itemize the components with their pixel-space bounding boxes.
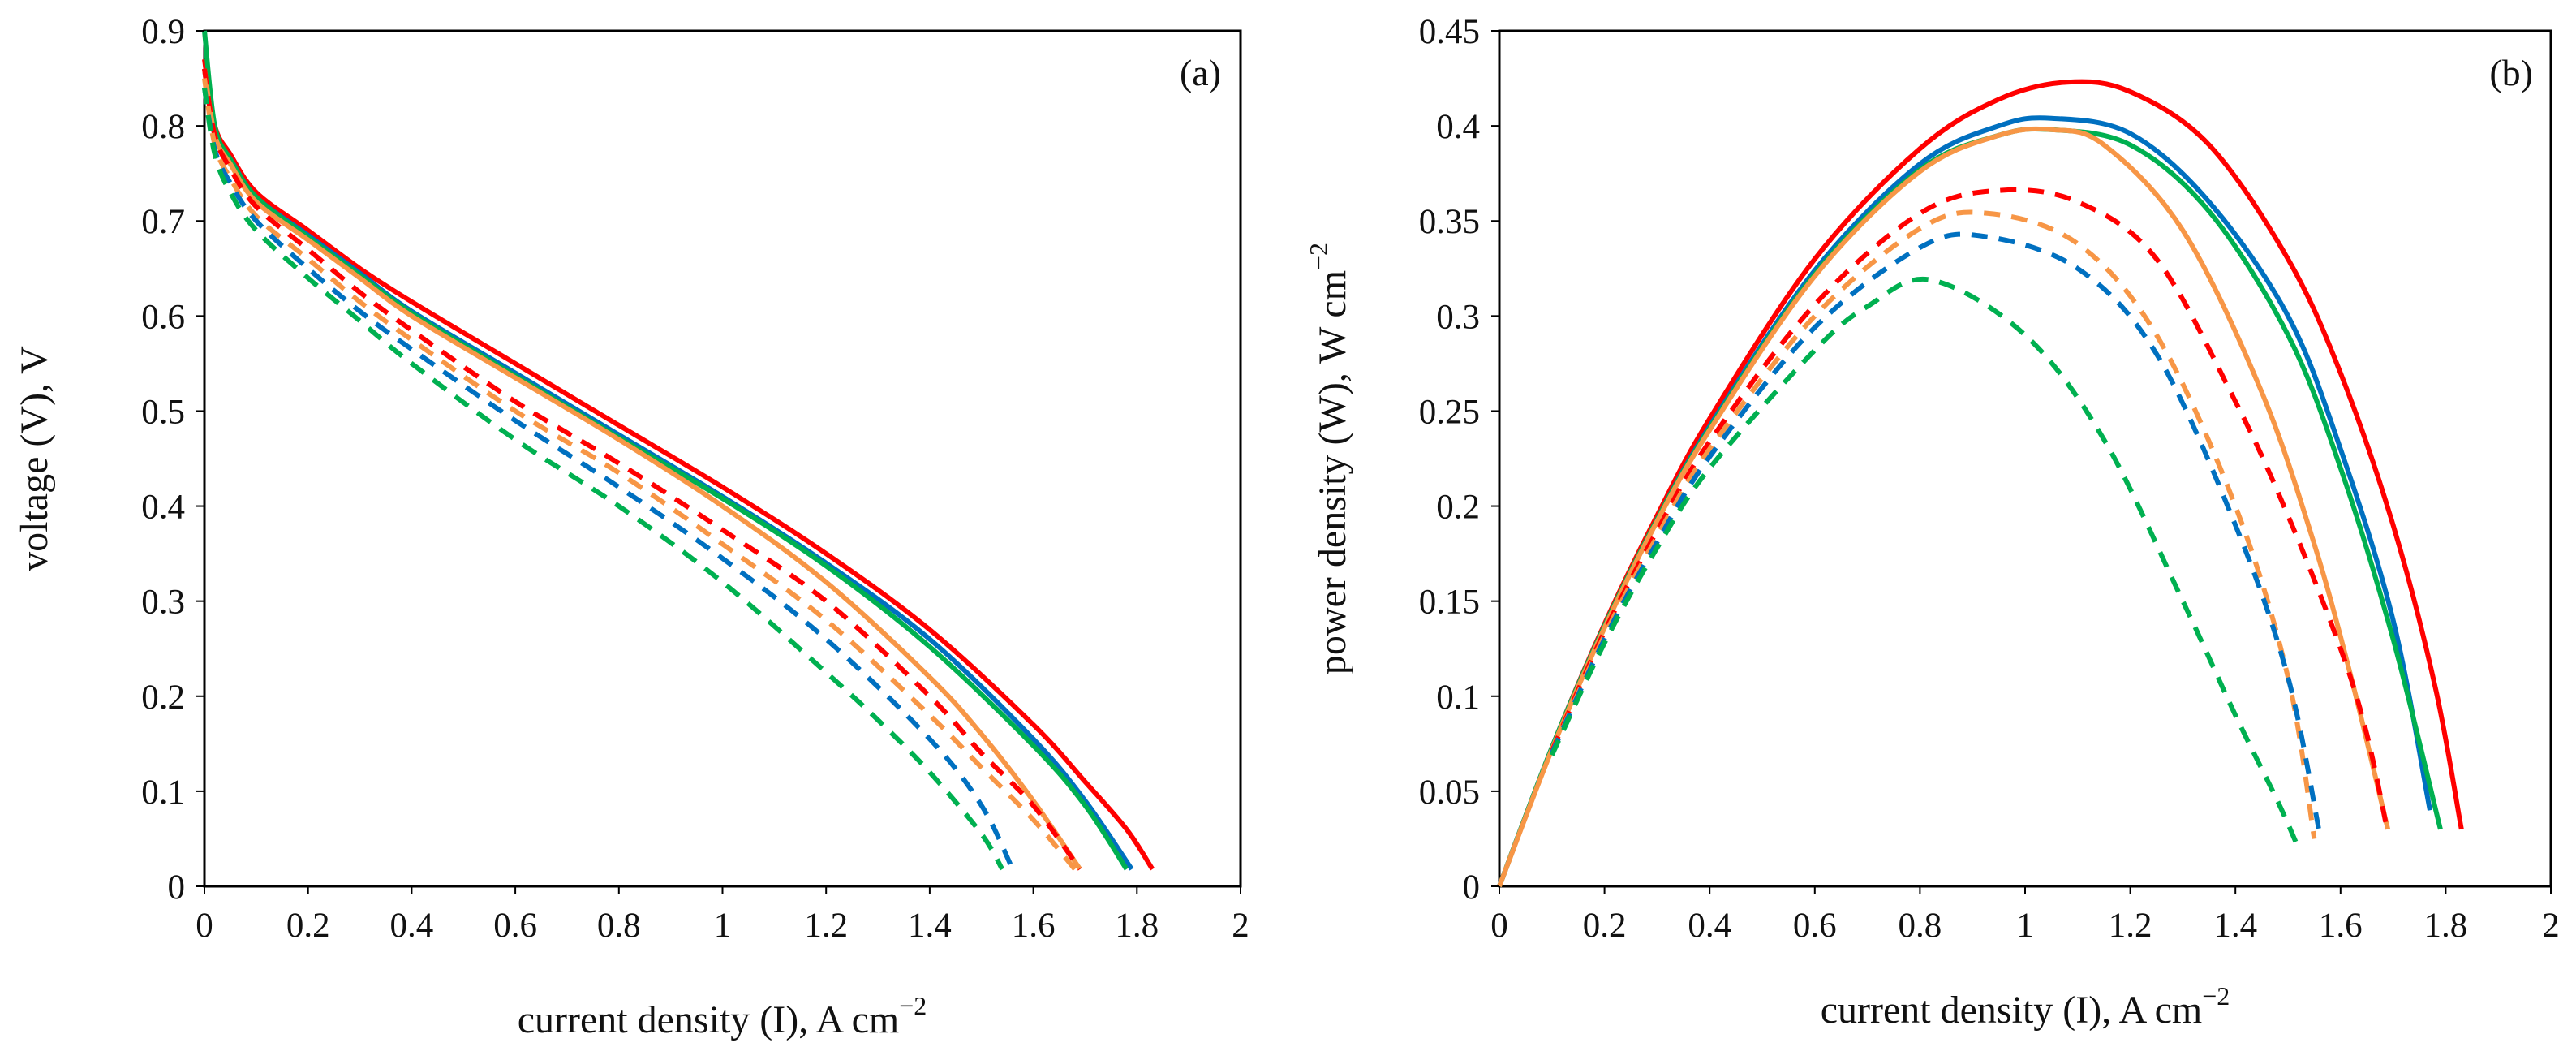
- panel-b-y-tick-label: 0.25: [1419, 393, 1480, 431]
- panel-b-x-tick-label: 2: [2542, 907, 2560, 945]
- panel-b-y-ticks: 0 0.05 0.1 0.15 0.2 0.25 0.3 0.35 0.4 0.45: [1419, 13, 1499, 907]
- panel-a-series-red-solid: [202, 58, 1155, 871]
- panel-a-y-tick-label: 0.3: [141, 584, 185, 622]
- panel-b-series-orange-solid: [1497, 126, 2391, 888]
- panel-a-y-tick-label: 0.5: [141, 393, 185, 431]
- panel-b-series-blue-dashed: [1550, 231, 2322, 834]
- panel-b-y-tick-label: 0.15: [1419, 584, 1480, 622]
- panel-b-series-green-solid: [1497, 126, 2443, 888]
- panel-a-y-tick-label: 0.1: [141, 773, 185, 812]
- panel-a-x-axis-label-text: current density (I), A cm: [518, 998, 900, 1041]
- panel-b-y-tick-label: 0.05: [1419, 773, 1480, 812]
- panel-b-x-axis-label: current density (I), A cm−2: [1821, 981, 2230, 1032]
- panel-a-x-tick-label: 1.8: [1115, 907, 1159, 945]
- panel-b-y-axis-label: power density (W), W cm−2: [1304, 243, 1354, 674]
- panel-b-y-axis-label-text: power density (W), W cm: [1311, 270, 1354, 674]
- panel-a-x-tick-label: 1.2: [804, 907, 848, 945]
- panel-a-y-axis-label: voltage (V), V: [13, 346, 56, 571]
- panel-a-series-blue-dashed: [202, 87, 1015, 871]
- panel-a-x-axis-label-sup: −2: [899, 991, 927, 1020]
- panel-b-y-tick-label: 0.1: [1436, 679, 1480, 717]
- panel-b-y-tick-label: 0: [1463, 868, 1481, 907]
- panel-b-series-orange-dashed: [1550, 209, 2317, 839]
- panel-b-x-tick-label: 1.8: [2424, 907, 2468, 945]
- panel-b-x-tick-label: 1.2: [2109, 907, 2152, 945]
- panel-b-y-tick-label: 0.4: [1436, 108, 1480, 146]
- panel-b-tag: (b): [2489, 52, 2533, 93]
- panel-b-x-tick-label: 0.4: [1688, 907, 1731, 945]
- panel-a-series-red-dashed: [202, 68, 1082, 871]
- panel-a-series-orange-dashed: [202, 78, 1077, 871]
- panel-b-x-tick-label: 0: [1490, 907, 1508, 945]
- panel-b-x-axis-label-sup: −2: [2202, 981, 2230, 1010]
- panel-b-y-tick-label: 0.2: [1436, 489, 1480, 527]
- panel-b-x-ticks: 0 0.2 0.4 0.6 0.8 1 1.2 1.4 1.6 1.8 2: [1490, 886, 2560, 945]
- panel-b-x-tick-label: 1.6: [2319, 907, 2363, 945]
- panel-a-frame: [203, 29, 1242, 888]
- panel-a-y-ticks: 0 0.1 0.2 0.3 0.4 0.5 0.6 0.7 0.8 0.9: [141, 13, 204, 907]
- panel-b-y-tick-label: 0.3: [1436, 298, 1480, 336]
- panel-a-x-tick-label: 1: [714, 907, 732, 945]
- panel-a-y-tick-label: 0.6: [141, 298, 185, 336]
- panel-b-y-tick-label: 0.45: [1419, 13, 1480, 51]
- panel-b-series-green-dashed: [1550, 276, 2301, 850]
- panel-a-x-tick-label: 2: [1232, 907, 1249, 945]
- panel-a-y-tick-label: 0: [168, 868, 186, 907]
- panel-b-x-axis-label-text: current density (I), A cm: [1821, 989, 2203, 1032]
- panel-b-power-chart: 0 0.2 0.4 0.6 0.8 1 1.2 1.4 1.6 1.8 2 0 0.05 0.1 0.15…: [1304, 13, 2560, 1032]
- panel-b-y-axis-label-sup: −2: [1304, 243, 1333, 270]
- panel-a-y-tick-label: 0.8: [141, 108, 185, 146]
- panel-b-x-tick-label: 0.8: [1899, 907, 1942, 945]
- panel-b-x-tick-label: 1.4: [2213, 907, 2257, 945]
- panel-a-x-tick-label: 0.2: [286, 907, 330, 945]
- panel-a-series: [202, 30, 1155, 871]
- panel-a-x-axis-label: current density (I), A cm−2: [518, 991, 927, 1041]
- panel-a-series-green-dashed: [202, 87, 1004, 871]
- panel-a-x-tick-label: 0.4: [390, 907, 434, 945]
- panel-a-x-tick-label: 0.6: [493, 907, 537, 945]
- panel-a-y-tick-label: 0.2: [141, 679, 185, 717]
- panel-b-series-red-dashed: [1550, 187, 2391, 834]
- panel-b-y-tick-label: 0.35: [1419, 203, 1480, 241]
- panel-a-x-tick-label: 0: [196, 907, 213, 945]
- panel-b-frame: [1498, 29, 2552, 888]
- panel-a-y-tick-label: 0.9: [141, 13, 185, 51]
- panel-a-voltage-chart: 0 0.2 0.4 0.6 0.8 1 1.2 1.4 1.6 1.8 2 0 0.1 0.2 0.3 0.…: [13, 13, 1249, 1041]
- panel-a-series-orange-solid: [202, 68, 1082, 871]
- panel-b-series-blue-solid: [1497, 115, 2432, 888]
- panel-a-x-ticks: 0 0.2 0.4 0.6 0.8 1 1.2 1.4 1.6 1.8 2: [196, 886, 1249, 945]
- panel-a-x-tick-label: 1.6: [1012, 907, 1056, 945]
- panel-a-x-tick-label: 0.8: [597, 907, 641, 945]
- panel-a-tag: (a): [1180, 52, 1221, 93]
- panel-a-y-tick-label: 0.4: [141, 489, 185, 527]
- panel-b-x-tick-label: 1: [2016, 907, 2034, 945]
- panel-a-y-tick-label: 0.7: [141, 203, 185, 241]
- panel-b-x-tick-label: 0.2: [1583, 907, 1627, 945]
- panel-b-x-tick-label: 0.6: [1793, 907, 1837, 945]
- panel-b-series: [1497, 79, 2464, 888]
- panel-b-series-red-solid: [1497, 79, 2464, 888]
- panel-a-x-tick-label: 1.4: [908, 907, 952, 945]
